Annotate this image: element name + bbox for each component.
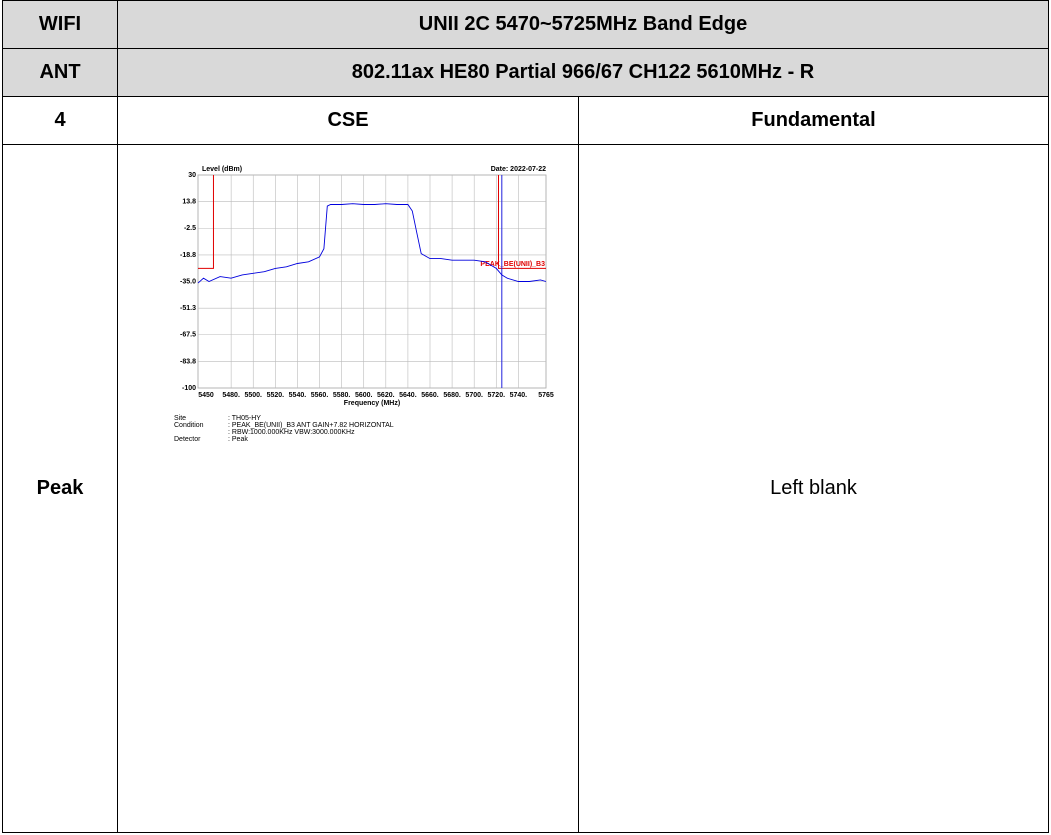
row: 4 CSE Fundamental — [2, 96, 1049, 145]
info-key: Condition — [174, 422, 204, 429]
info-value: : Peak — [228, 436, 248, 443]
cell: 30 13.8 -2.5 -18.8 -35.0 -51.3 -67.5 -83.8 -100 5… — [117, 144, 579, 833]
y-tick-label: -2.5 — [184, 225, 196, 232]
limit-line — [198, 175, 546, 269]
trace — [197, 203, 547, 284]
cell: 802.11ax HE80 Partial 966/67 CH122 5610M… — [117, 48, 1049, 97]
y-axis-label: Level (dBm) — [202, 166, 242, 173]
y-tick-label: -18.8 — [180, 252, 196, 259]
x-tick-label: 5560. — [311, 392, 329, 399]
date-label: Date: 2022-07-22 — [491, 166, 546, 173]
y-tick-label: 13.8 — [182, 198, 196, 205]
x-tick-label: 5640. — [399, 392, 417, 399]
info-key: Detector — [174, 436, 201, 443]
x-axis-label: Frequency (MHz) — [344, 400, 400, 407]
info-value: : TH05-HY — [228, 415, 261, 422]
x-tick-label: 5520. — [267, 392, 285, 399]
row: ANT 802.11ax HE80 Partial 966/67 CH122 5… — [2, 48, 1049, 97]
limit-label: PEAK_BE(UNII)_B3 — [480, 261, 545, 268]
spectrum-plot: 3013.8-2.5-18.8-35.0-51.3-67.5-83.8-1005… — [174, 166, 554, 443]
cell: WIFI — [2, 0, 118, 49]
x-tick-label: 5700. — [465, 392, 483, 399]
cell: 4 — [2, 96, 118, 145]
x-tick-label: 5580. — [333, 392, 351, 399]
x-tick-label: 5720. — [488, 392, 506, 399]
y-tick-label: -83.8 — [180, 358, 196, 365]
y-tick-label: 30 — [188, 172, 196, 179]
row: Peak 30 13.8 -2.5 -18.8 -35.0 -51.3 -67.5 -83.8… — [2, 144, 1049, 833]
x-tick-label: 5450 — [198, 392, 214, 399]
x-tick-label: 5540. — [289, 392, 307, 399]
cell: Left blank — [578, 144, 1049, 833]
y-tick-label: -51.3 — [180, 305, 196, 312]
x-tick-label: 5500. — [244, 392, 262, 399]
x-tick-label: 5620. — [377, 392, 395, 399]
y-tick-label: -100 — [182, 385, 196, 392]
cell: Peak — [2, 144, 118, 833]
cell: Fundamental — [578, 96, 1049, 145]
x-tick-label: 5480. — [222, 392, 240, 399]
y-tick-label: -35.0 — [180, 278, 196, 285]
x-tick-label: 5680. — [443, 392, 461, 399]
x-tick-label: 5600. — [355, 392, 373, 399]
x-tick-label: 5765 — [538, 392, 554, 399]
x-tick-label: 5660. — [421, 392, 439, 399]
row: WIFI UNII 2C 5470~5725MHz Band Edge — [2, 0, 1049, 49]
cell: CSE — [117, 96, 579, 145]
cell: ANT — [2, 48, 118, 97]
cell: UNII 2C 5470~5725MHz Band Edge — [117, 0, 1049, 49]
info-value: : RBW:1000.000KHz VBW:3000.000KHz — [228, 429, 355, 436]
x-tick-label: 5740. — [510, 392, 528, 399]
y-tick-label: -67.5 — [180, 332, 196, 339]
info-key: Site — [174, 415, 186, 422]
info-value: : PEAK_BE(UNII)_B3 ANT GAIN+7.82 HORIZON… — [228, 422, 394, 429]
